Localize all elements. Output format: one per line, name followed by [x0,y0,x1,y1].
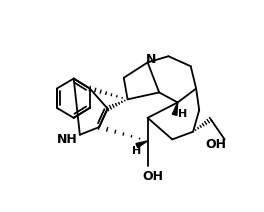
Polygon shape [172,102,178,115]
Text: OH: OH [143,170,163,183]
Text: OH: OH [206,138,227,151]
Text: H: H [178,109,187,119]
Text: NH: NH [56,133,77,146]
Text: H: H [132,146,142,156]
Text: N: N [146,53,157,66]
Polygon shape [136,141,148,148]
